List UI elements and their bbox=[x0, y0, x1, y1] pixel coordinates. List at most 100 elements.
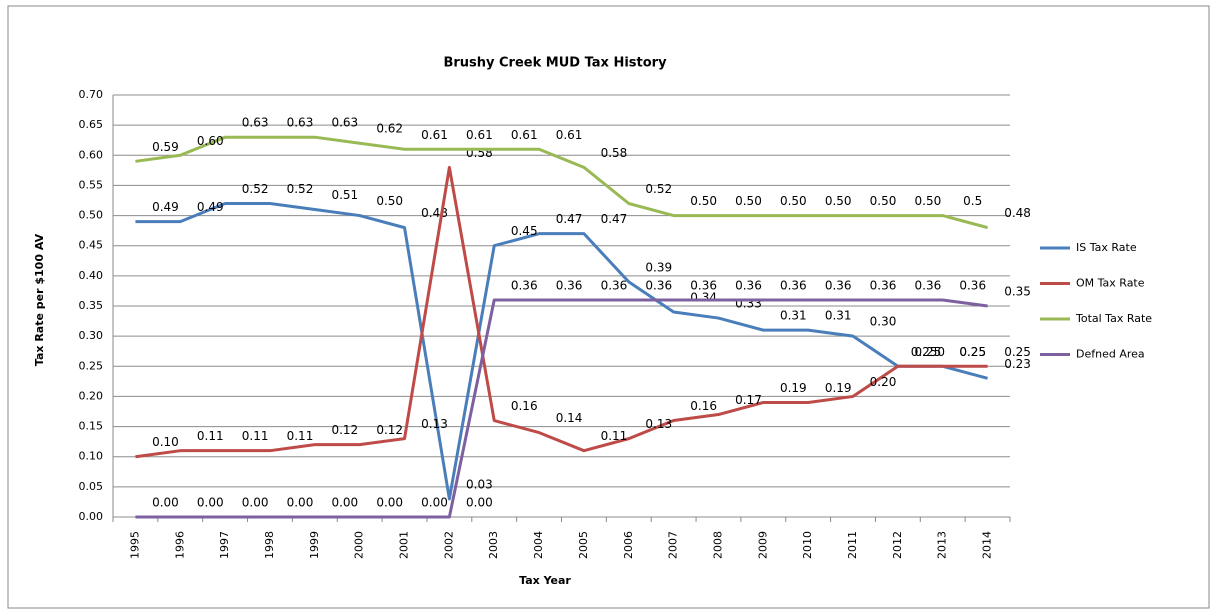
data-label: 0.25 bbox=[959, 345, 986, 359]
legend-label: Defned Area bbox=[1076, 348, 1145, 361]
data-label: 0.62 bbox=[376, 122, 403, 136]
data-label: 0.45 bbox=[511, 224, 538, 238]
data-label: 0.00 bbox=[197, 496, 224, 510]
data-label: 0.49 bbox=[152, 200, 179, 214]
data-label: 0.00 bbox=[331, 496, 358, 510]
y-tick-label: 0.50 bbox=[79, 209, 104, 222]
x-tick-label: 2014 bbox=[981, 531, 994, 559]
data-label: 0.61 bbox=[466, 128, 493, 142]
x-tick-label: 2005 bbox=[577, 531, 590, 559]
data-label: 0.61 bbox=[556, 128, 583, 142]
data-label: 0.13 bbox=[645, 417, 672, 431]
data-label: 0.36 bbox=[915, 278, 942, 292]
series-line bbox=[135, 135, 988, 230]
y-tick-label: 0.05 bbox=[79, 480, 104, 493]
data-label: 0.31 bbox=[825, 309, 852, 323]
data-label: 0.03 bbox=[466, 477, 493, 491]
data-label: 0.60 bbox=[197, 134, 224, 148]
data-label: 0.14 bbox=[556, 411, 583, 425]
x-tick-label: 2007 bbox=[667, 531, 680, 559]
data-label: 0.16 bbox=[690, 399, 717, 413]
data-label: 0.50 bbox=[915, 194, 942, 208]
data-label: 0.39 bbox=[645, 260, 672, 274]
data-label: 0.00 bbox=[242, 496, 269, 510]
data-label: 0.50 bbox=[780, 194, 807, 208]
data-label: 0.11 bbox=[287, 429, 314, 443]
data-label: 0.59 bbox=[152, 140, 179, 154]
data-label: 0.36 bbox=[511, 278, 538, 292]
data-label: 0.36 bbox=[556, 278, 583, 292]
y-tick-label: 0.10 bbox=[79, 450, 104, 463]
x-tick-label: 2013 bbox=[936, 531, 949, 559]
y-tick-label: 0.20 bbox=[79, 389, 104, 402]
data-label: 0.36 bbox=[645, 278, 672, 292]
x-tick-label: 2000 bbox=[353, 531, 366, 559]
x-tick-label: 1998 bbox=[263, 531, 276, 559]
data-label: 0.25 bbox=[959, 345, 986, 359]
x-tick-label: 2009 bbox=[756, 531, 769, 559]
y-tick-label: 0.25 bbox=[79, 359, 104, 372]
data-label: 0.20 bbox=[870, 375, 897, 389]
x-tick-label: 2012 bbox=[891, 531, 904, 559]
data-label: 0.36 bbox=[959, 278, 986, 292]
data-label: 0.30 bbox=[870, 315, 897, 329]
data-label: 0.36 bbox=[690, 278, 717, 292]
data-label: 0.25 bbox=[915, 345, 942, 359]
x-tick-label: 1999 bbox=[308, 531, 321, 559]
data-label: 0.5 bbox=[963, 194, 982, 208]
data-label: 0.63 bbox=[331, 116, 358, 130]
x-axis-title: Tax Year bbox=[519, 574, 571, 587]
data-label: 0.11 bbox=[242, 429, 269, 443]
data-label: 0.36 bbox=[735, 278, 762, 292]
data-label: 0.25 bbox=[1004, 345, 1031, 359]
data-label: 0.11 bbox=[197, 429, 224, 443]
data-label: 0.61 bbox=[511, 128, 538, 142]
data-label: 0.47 bbox=[556, 212, 583, 226]
y-tick-label: 0.55 bbox=[79, 178, 104, 191]
data-label: 0.00 bbox=[376, 496, 403, 510]
series-line bbox=[135, 202, 988, 501]
data-label: 0.12 bbox=[331, 423, 358, 437]
data-label: 0.19 bbox=[780, 381, 807, 395]
data-label: 0.50 bbox=[870, 194, 897, 208]
y-tick-label: 0.70 bbox=[79, 88, 104, 101]
data-label: 0.31 bbox=[780, 309, 807, 323]
chart-title: Brushy Creek MUD Tax History bbox=[443, 56, 667, 71]
data-label: 0.36 bbox=[601, 278, 628, 292]
data-label: 0.58 bbox=[601, 146, 628, 160]
y-tick-label: 0.15 bbox=[79, 420, 104, 433]
data-label: 0.51 bbox=[331, 188, 358, 202]
x-tick-label: 1995 bbox=[128, 531, 141, 559]
series-line bbox=[135, 298, 988, 519]
data-label: 0.12 bbox=[376, 423, 403, 437]
data-label: 0.63 bbox=[287, 116, 314, 130]
data-label: 0.10 bbox=[152, 435, 179, 449]
data-label: 0.16 bbox=[511, 399, 538, 413]
x-tick-label: 2004 bbox=[532, 531, 545, 559]
x-tick-label: 2010 bbox=[801, 531, 814, 559]
legend-label: IS Tax Rate bbox=[1076, 241, 1137, 254]
data-label: 0.48 bbox=[1004, 206, 1031, 220]
data-label: 0.36 bbox=[870, 278, 897, 292]
x-tick-label: 2006 bbox=[622, 531, 635, 559]
data-label: 0.34 bbox=[690, 291, 717, 305]
data-label: 0.47 bbox=[601, 212, 628, 226]
data-label: 0.52 bbox=[242, 182, 269, 196]
data-label: 0.19 bbox=[825, 381, 852, 395]
data-label: 0.50 bbox=[825, 194, 852, 208]
x-tick-label: 2002 bbox=[442, 531, 455, 559]
data-label: 0.11 bbox=[601, 429, 628, 443]
data-label: 0.36 bbox=[825, 278, 852, 292]
data-label: 0.17 bbox=[735, 393, 762, 407]
y-tick-label: 0.00 bbox=[79, 510, 104, 523]
legend-label: Total Tax Rate bbox=[1075, 312, 1152, 325]
data-label: 0.50 bbox=[376, 194, 403, 208]
data-label: 0.52 bbox=[287, 182, 314, 196]
y-tick-label: 0.35 bbox=[79, 299, 104, 312]
x-tick-label: 2011 bbox=[846, 531, 859, 559]
data-label: 0.35 bbox=[1004, 285, 1031, 299]
y-tick-label: 0.60 bbox=[79, 148, 104, 161]
y-tick-label: 0.65 bbox=[79, 118, 104, 131]
data-label: 0.250 bbox=[911, 345, 945, 359]
